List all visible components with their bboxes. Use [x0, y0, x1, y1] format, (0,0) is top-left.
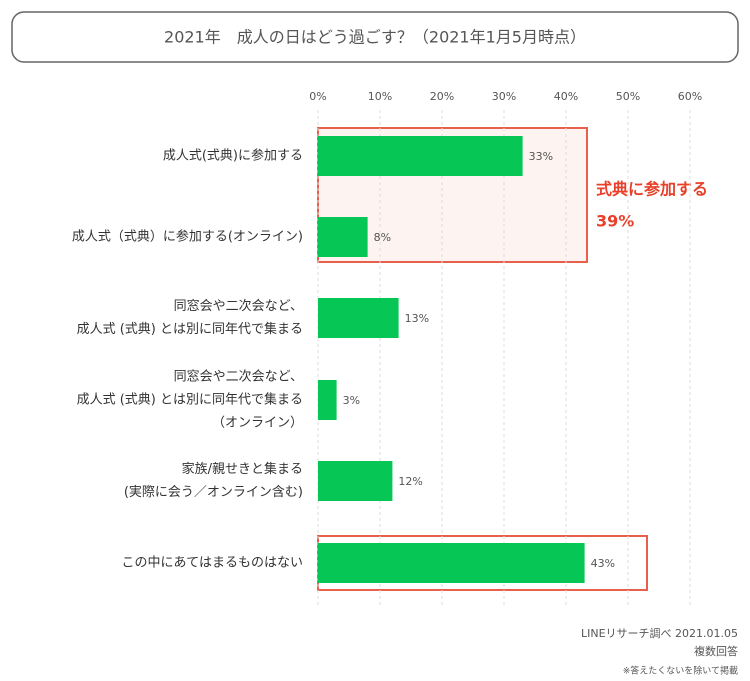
x-tick-label: 40% [554, 90, 578, 103]
note: LINEリサーチ調べ 2021.01.05 [581, 626, 738, 640]
value-label: 3% [343, 394, 360, 407]
category-label: 同窓会や二次会など、 成人式 (式典) とは別に同年代で集まる [76, 299, 303, 337]
value-label: 33% [529, 150, 553, 163]
note: ※答えたくないを除いて掲載 [623, 665, 738, 677]
x-tick-label: 10% [368, 90, 392, 103]
value-label: 43% [591, 557, 615, 570]
x-tick-label: 30% [492, 90, 516, 103]
x-tick-label: 20% [430, 90, 454, 103]
bar [318, 543, 585, 583]
value-label: 8% [374, 231, 391, 244]
bar [318, 461, 393, 501]
bar [318, 136, 523, 176]
category-label: 成人式（式典）に参加する(オンライン) [71, 229, 303, 245]
note: 複数回答 [694, 644, 738, 658]
category-label: 同窓会や二次会など、 成人式 (式典) とは別に同年代で集まる （オンライン） [76, 369, 303, 431]
x-tick-label: 0% [309, 90, 326, 103]
value-label: 12% [398, 475, 422, 488]
x-tick-label: 60% [678, 90, 702, 103]
category-label: 成人式(式典)に参加する [162, 148, 303, 164]
category-label: 家族/親せきと集まる (実際に会う／オンライン含む) [123, 462, 303, 500]
title-box [11, 11, 739, 63]
chart-title: 2021年 成人の日はどう過ごす？（2021年1月5月時点） [164, 28, 586, 47]
category-label: この中にあてはまるものはない [121, 555, 303, 571]
annotation: 39% [596, 212, 634, 231]
bar [318, 298, 399, 338]
bar [318, 217, 368, 257]
bar [318, 380, 337, 420]
annotation: 式典に参加する [596, 180, 708, 199]
value-label: 13% [405, 312, 429, 325]
x-tick-label: 50% [616, 90, 640, 103]
